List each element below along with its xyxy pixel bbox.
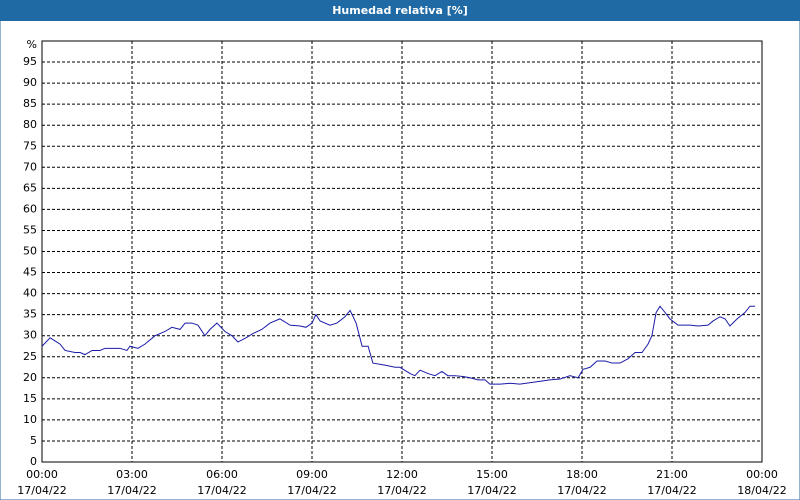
y-tick-label: 15 [23,392,37,405]
y-tick-label: 75 [23,139,37,152]
y-tick-label: 90 [23,76,37,89]
x-tick-label: 03:00 [116,468,148,481]
x-tick-label: 15:00 [476,468,508,481]
y-tick-label: 85 [23,97,37,110]
x-tick-label: 21:00 [656,468,688,481]
chart-title: Humedad relativa [%] [332,4,468,17]
y-tick-label: 40 [23,287,37,300]
y-axis-label: % [27,38,37,51]
y-tick-label: 65 [23,181,37,194]
y-tick-label: 0 [30,455,37,468]
y-tick-label: 25 [23,350,37,363]
y-tick-label: 60 [23,202,37,215]
y-tick-label: 35 [23,308,37,321]
y-tick-label: 50 [23,245,37,258]
x-tick-label: 00:00 [26,468,58,481]
y-tick-label: 95 [23,55,37,68]
x-tick-date: 17/04/22 [647,484,696,497]
x-tick-date: 17/04/22 [197,484,246,497]
x-tick-date: 18/04/22 [737,484,786,497]
y-tick-label: 20 [23,371,37,384]
y-tick-label: 80 [23,118,37,131]
x-tick-date: 17/04/22 [287,484,336,497]
x-tick-date: 17/04/22 [557,484,606,497]
y-tick-label: 10 [23,413,37,426]
x-tick-label: 00:00 [746,468,778,481]
x-tick-label: 12:00 [386,468,418,481]
title-bar [0,0,800,21]
x-tick-date: 17/04/22 [107,484,156,497]
y-tick-label: 55 [23,223,37,236]
y-tick-label: 30 [23,329,37,342]
y-tick-label: 5 [30,434,37,447]
x-tick-date: 17/04/22 [17,484,66,497]
plot-frame [41,40,763,463]
x-tick-date: 17/04/22 [467,484,516,497]
x-tick-date: 17/04/22 [377,484,426,497]
x-tick-label: 18:00 [566,468,598,481]
data-line [41,305,756,385]
x-tick-label: 06:00 [206,468,238,481]
y-tick-label: 45 [23,266,37,279]
x-tick-label: 09:00 [296,468,328,481]
y-tick-label: 70 [23,160,37,173]
